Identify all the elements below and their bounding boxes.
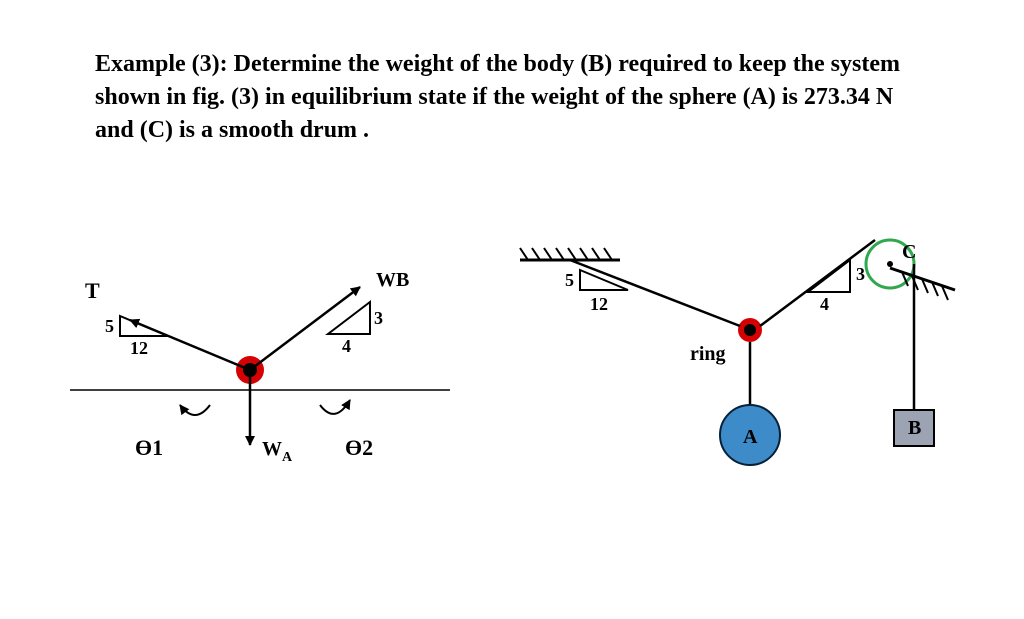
tri2-rise-right: 3	[856, 264, 865, 284]
tri2-run-left: 4	[342, 336, 351, 356]
tri1-rise-right: 5	[565, 270, 574, 290]
theta2-label: ϴ2	[345, 435, 373, 460]
left-fbd: T 5 12 WB 3 4 WA	[70, 269, 450, 465]
diagram-container: T 5 12 WB 3 4 WA	[50, 230, 970, 575]
theta1-arc	[180, 405, 210, 415]
tri2-run-right: 4	[820, 294, 829, 314]
slope-triangle-2-right	[808, 260, 850, 292]
ring-label: ring	[690, 343, 726, 365]
ring-node-right	[738, 318, 762, 342]
right-system: 5 12 ring A	[520, 240, 955, 465]
theta1-label: ϴ1	[135, 435, 163, 460]
force-WB-arrow	[250, 287, 360, 370]
cable-ceiling-ring	[570, 260, 740, 326]
sphere-A-label: A	[743, 426, 758, 448]
box-B-label: B	[908, 417, 921, 439]
force-WB-label: WB	[376, 269, 409, 291]
drum-C-pin	[887, 261, 893, 267]
tri1-rise-left: 5	[105, 316, 114, 336]
drum-C-label: C	[902, 241, 916, 263]
ceiling-support	[520, 248, 620, 260]
force-WA-label: WA	[262, 438, 293, 465]
force-T-label: T	[85, 278, 100, 303]
wall-support	[890, 268, 955, 300]
slope-triangle-1-left	[120, 316, 168, 336]
tri1-run-left: 12	[130, 338, 148, 358]
problem-statement: Example (3): Determine the weight of the…	[95, 48, 915, 147]
tri1-run-right: 12	[590, 294, 608, 314]
theta2-arc	[320, 400, 350, 414]
tri2-rise-left: 3	[374, 308, 383, 328]
